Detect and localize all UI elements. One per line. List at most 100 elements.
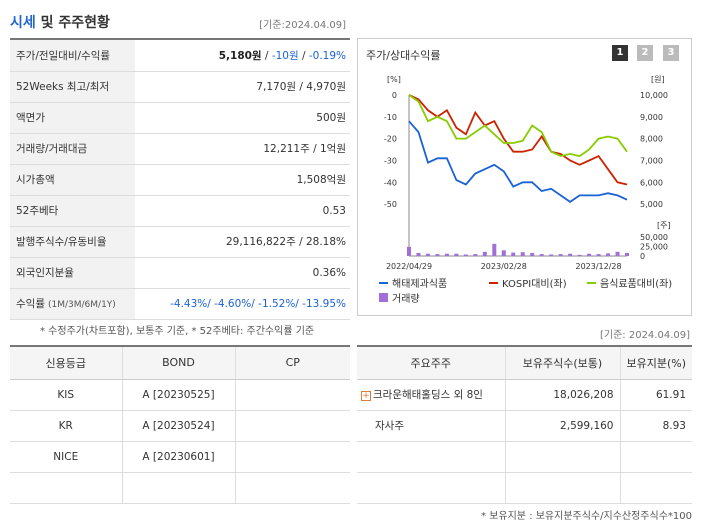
current-price: 5,180원 — [218, 49, 262, 62]
quote-label-text: 수익률 — [16, 298, 45, 310]
table-row — [10, 472, 350, 504]
base-date-2: [기준: 2024.04.09] — [600, 330, 691, 341]
quote-value: 5,180원 / -10원 / -0.19% — [135, 40, 350, 72]
right-tick-label: 7,000 — [640, 156, 663, 165]
legend-label: 음식료품대비(좌) — [600, 278, 672, 290]
quote-label: 발행주식수/유동비율 — [10, 226, 135, 258]
credit-cell: A [20230524] — [122, 410, 236, 442]
table-row: + 크라운해태홀딩스 외 8인 18,026,208 61.91 — [357, 379, 692, 411]
x-tick-label: 2023/12/28 — [576, 262, 622, 271]
quote-value: 12,211주 / 1억원 — [135, 133, 350, 165]
holder-pct — [620, 441, 692, 473]
legend-label: 해태제과식품 — [392, 277, 447, 290]
series-line — [408, 94, 628, 186]
credit-cell: A [20230601] — [122, 441, 236, 473]
volume-bar — [549, 254, 554, 256]
volume-bar — [416, 252, 421, 256]
quote-label-text: 액면가 — [16, 112, 45, 124]
quote-row: 52Weeks 최고/최저 7,170원 / 4,970원 — [10, 71, 350, 103]
table-row: 자사주 2,599,160 8.93 — [357, 410, 692, 442]
volume-bar — [511, 252, 516, 256]
returns-value: -4.43%/ -4.60%/ -1.52%/ -13.95% — [170, 297, 346, 310]
chart-title: 주가/상대수익률 — [366, 49, 441, 62]
quote-label-text: 외국인지분율 — [16, 267, 74, 279]
quote-label-text: 거래량/거래대금 — [16, 143, 88, 155]
credit-cell — [235, 379, 350, 411]
volume-bar — [454, 253, 459, 256]
quote-label: 시가총액 — [10, 164, 135, 196]
credit-header: 신용등급 — [10, 345, 123, 380]
credit-header: BOND — [122, 345, 236, 380]
right-tick-label: 8,000 — [640, 135, 663, 144]
volume-bar — [463, 254, 468, 256]
quote-label: 52Weeks 최고/최저 — [10, 71, 135, 103]
volume-bar — [473, 254, 478, 256]
legend-swatch — [379, 293, 388, 302]
volume-bar — [568, 253, 573, 256]
quote-row: 시가총액 1,508억원 — [10, 164, 350, 196]
volume-bar — [520, 252, 525, 256]
series-line — [408, 120, 628, 203]
expand-plus-icon[interactable]: + — [361, 391, 371, 401]
quote-label: 수익률 (1M/3M/6M/1Y) — [10, 288, 135, 320]
credit-cell — [235, 410, 350, 442]
volume-bar — [596, 254, 601, 256]
credit-header: CP — [235, 345, 350, 380]
chart-page-3-button[interactable]: 3 — [663, 45, 679, 61]
left-tick-label: -30 — [384, 156, 397, 165]
left-tick-label: -10 — [384, 113, 397, 122]
table-row: KR A [20230524] — [10, 410, 350, 442]
quote-footnote: * 수정주가(차트포함), 보통주 기준, * 52주베타: 주간수익률 기준 — [40, 326, 315, 337]
right-axis-unit: [원] — [651, 75, 665, 84]
holders-header: 보유주식수(보통) — [505, 345, 621, 380]
price-change-rate: -0.19% — [308, 49, 346, 62]
title-accent: 시세 — [10, 15, 36, 31]
holder-name: 자사주 — [375, 420, 404, 432]
shareholders-table: 주요주주 보유주식수(보통) 보유지분(%) + 크라운해태홀딩스 외 8인 18,02… — [357, 345, 692, 504]
volume-bar — [482, 251, 487, 256]
volume-bar — [530, 252, 535, 256]
left-tick-label: -40 — [384, 178, 397, 187]
holder-name-cell — [357, 441, 506, 473]
chart-page-2-button[interactable]: 2 — [637, 45, 653, 61]
quote-label-sub: (1M/3M/6M/1Y) — [47, 300, 116, 310]
holder-pct: 61.91 — [620, 379, 692, 411]
quote-label-text: 시가총액 — [16, 174, 55, 186]
volume-bar — [539, 254, 544, 256]
volume-tick-label: 50,000 — [640, 233, 668, 242]
quote-label: 액면가 — [10, 102, 135, 134]
left-tick-label: 0 — [392, 91, 397, 100]
chart-panel — [357, 38, 692, 316]
credit-cell — [10, 472, 123, 504]
series-line — [408, 94, 628, 158]
volume-bar — [558, 254, 563, 256]
volume-tick-label: 0 — [640, 252, 645, 261]
holder-name-cell: + 크라운해태홀딩스 외 8인 — [357, 379, 506, 411]
quote-row: 52주베타 0.53 — [10, 195, 350, 227]
quote-row: 액면가 500원 — [10, 102, 350, 134]
volume-bar — [587, 253, 592, 256]
quote-value: -4.43%/ -4.60%/ -1.52%/ -13.95% — [135, 288, 350, 320]
volume-bar — [615, 251, 620, 256]
holder-shares: 2,599,160 — [505, 410, 621, 442]
holder-shares — [505, 472, 621, 504]
holder-name[interactable]: 크라운해태홀딩스 외 8인 — [373, 389, 483, 401]
volume-bar — [625, 252, 629, 256]
volume-bar — [577, 254, 582, 256]
quote-table: 주가/전일대비/수익률 5,180원 / -10원 / -0.19% 52Weeks… — [10, 40, 350, 320]
left-tick-label: -20 — [384, 135, 397, 144]
volume-bar — [444, 253, 449, 256]
table-row — [357, 472, 692, 504]
divider — [10, 38, 350, 40]
holder-name-cell — [357, 472, 506, 504]
chart-page-1-button[interactable]: 1 — [612, 45, 628, 61]
credit-cell: A [20230525] — [122, 379, 236, 411]
credit-rating-table: 신용등급 BOND CP KIS A [20230525] KR A [20230524]… — [10, 345, 350, 504]
quote-label-text: 52Weeks 최고/최저 — [16, 81, 110, 93]
x-tick-label: 2023/02/28 — [481, 262, 527, 271]
quote-value: 0.53 — [135, 195, 350, 227]
holder-shares — [505, 441, 621, 473]
price-chart: [%] [원] [주] 0 -10 -20 -30 -40 -50 10,000 9,000 8,00… — [379, 75, 672, 305]
base-date: [기준:2024.04.09] — [259, 20, 346, 31]
title-rest: 및 주주현황 — [40, 15, 110, 31]
